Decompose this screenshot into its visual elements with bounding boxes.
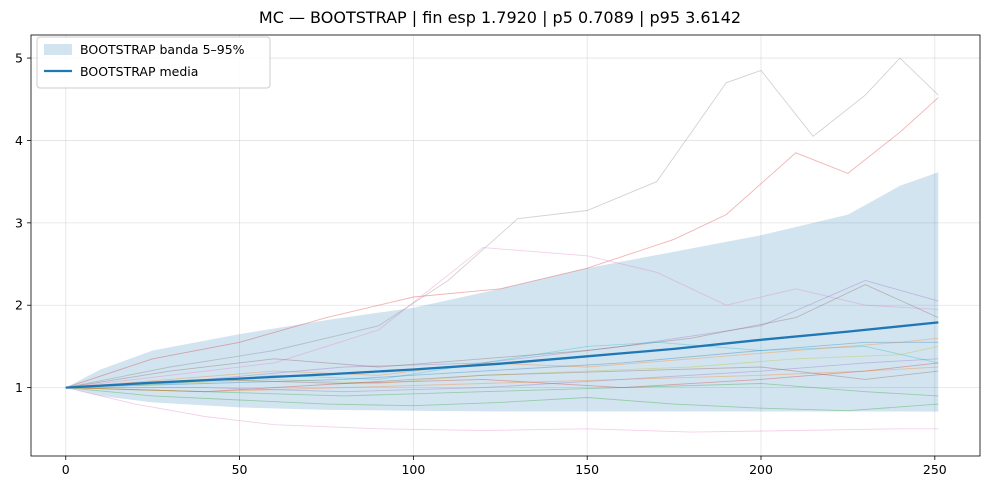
y-tick-label: 2 <box>15 298 23 313</box>
x-tick-label: 100 <box>401 462 425 477</box>
confidence-band <box>65 172 939 412</box>
x-tick-label: 150 <box>575 462 599 477</box>
sample-path <box>65 366 939 393</box>
legend-label-band: BOOTSTRAP banda 5–95% <box>80 42 245 57</box>
sample-path <box>65 97 939 389</box>
x-tick-label: 250 <box>923 462 947 477</box>
x-tick-label: 0 <box>62 462 70 477</box>
legend-box <box>36 36 271 89</box>
sample-path <box>65 341 939 389</box>
y-tick-label: 4 <box>15 133 23 148</box>
chart-title: MC — BOOTSTRAP | fin esp 1.7920 | p5 0.7… <box>259 8 741 27</box>
y-tick-label: 5 <box>15 51 23 66</box>
x-tick-label: 50 <box>232 462 248 477</box>
sample-path <box>65 383 939 397</box>
sample-path <box>65 247 939 389</box>
sample-path <box>65 387 939 412</box>
y-tick-label: 3 <box>15 215 23 230</box>
sample-path <box>65 358 939 393</box>
legend-label-mean: BOOTSTRAP media <box>80 64 198 79</box>
legend: BOOTSTRAP banda 5–95% BOOTSTRAP media <box>36 36 271 89</box>
mean-line <box>65 321 939 389</box>
x-tick-label: 200 <box>749 462 773 477</box>
sample-path <box>65 345 939 389</box>
sample-path <box>65 284 939 389</box>
sample-path <box>65 387 939 433</box>
sample-path <box>65 280 939 389</box>
plot-frame <box>30 34 981 457</box>
sample-path <box>65 362 939 393</box>
sample-path <box>65 57 939 389</box>
legend-band-swatch <box>44 44 72 55</box>
axes: 0 50 100 150 200 250 1 2 3 4 5 <box>15 51 947 477</box>
y-tick-label: 1 <box>15 380 23 395</box>
mean-layer <box>65 321 939 389</box>
band-layer <box>65 172 939 412</box>
sample-path <box>65 337 939 389</box>
